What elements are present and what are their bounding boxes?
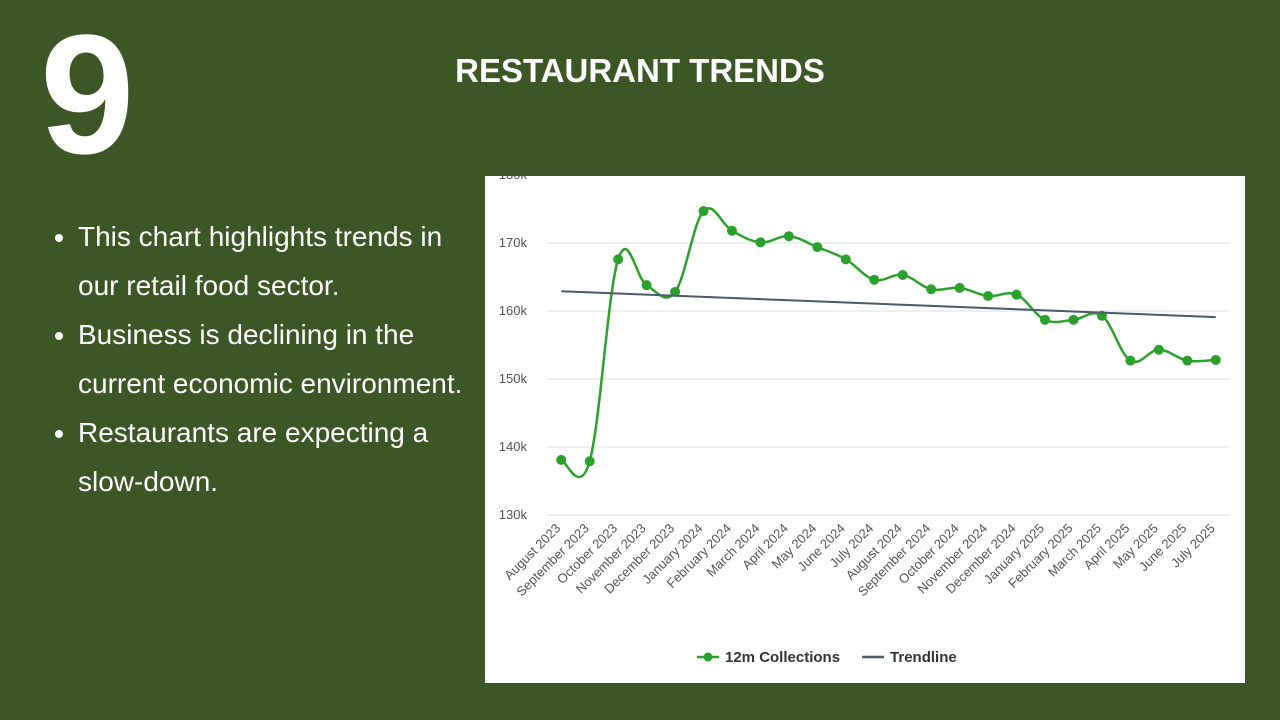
legend-label: Trendline <box>890 649 957 666</box>
data-point <box>1182 355 1193 366</box>
legend-marker <box>703 652 713 662</box>
data-point <box>613 254 624 265</box>
data-point <box>812 242 823 253</box>
slide-title: RESTAURANT TRENDS <box>455 52 825 89</box>
bullet: Restaurants are expecting a slow-down. <box>78 408 478 506</box>
data-point <box>869 274 880 285</box>
slide-number: 9 <box>40 0 135 190</box>
y-tick-label: 130k <box>499 507 528 522</box>
data-point <box>1068 314 1079 325</box>
y-tick-label: 170k <box>499 235 528 250</box>
data-point <box>755 237 766 248</box>
chart: 130k140k150k160k170k180kAugust 2023Septe… <box>485 176 1245 683</box>
y-tick-label: 140k <box>499 439 528 454</box>
data-point <box>954 282 965 293</box>
y-tick-label: 150k <box>499 371 528 386</box>
legend: 12m Collections Trendline <box>697 649 957 666</box>
bullet: Business is declining in the current eco… <box>78 310 478 408</box>
data-point <box>556 454 567 465</box>
y-tick-label: 180k <box>499 176 528 182</box>
bullet-list: This chart highlights trends in our reta… <box>48 212 478 506</box>
data-point <box>983 291 994 302</box>
y-tick-label: 160k <box>499 303 528 318</box>
data-point <box>897 269 908 280</box>
data-point <box>840 254 851 265</box>
data-point <box>926 284 937 295</box>
data-point <box>726 225 737 236</box>
bullet: This chart highlights trends in our reta… <box>78 212 478 310</box>
data-point <box>584 456 595 467</box>
data-point <box>1040 314 1051 325</box>
data-point <box>1011 289 1022 300</box>
data-point <box>698 206 709 217</box>
data-point <box>1210 354 1221 365</box>
data-point <box>641 280 652 291</box>
data-point <box>670 286 681 297</box>
data-point <box>783 231 794 242</box>
data-point <box>1125 355 1136 366</box>
series-line <box>561 290 1216 319</box>
series-line <box>560 207 1216 479</box>
legend-label: 12m Collections <box>725 649 840 666</box>
data-point <box>1153 344 1164 355</box>
